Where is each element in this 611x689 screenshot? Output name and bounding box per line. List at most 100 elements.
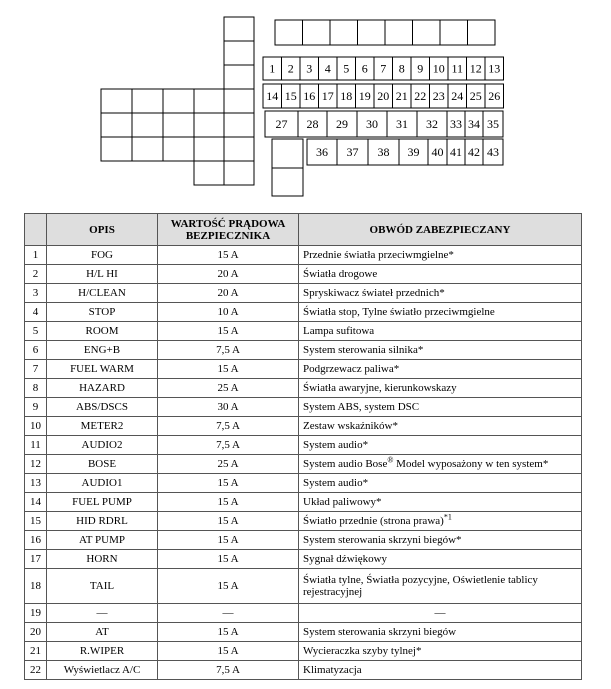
- header-cell: OBWÓD ZABEZPIECZANY: [298, 213, 582, 246]
- table-cell: 3: [24, 283, 47, 303]
- fuse-number: 21: [396, 89, 408, 103]
- table-row: 17 HORN 15 A Sygnał dźwiękowy: [24, 549, 582, 569]
- table-cell: 10: [24, 416, 47, 436]
- table-cell: ENG+B: [46, 340, 158, 360]
- fuse-circuit: System ABS, system DSC: [303, 401, 420, 413]
- table-cell: 7,5 A: [157, 340, 299, 360]
- table-cell: 15 A: [157, 245, 299, 265]
- table-cell: Spryskiwacz świateł przednich*: [298, 283, 582, 303]
- table-cell: 15: [24, 511, 47, 531]
- table-cell: 20: [24, 622, 47, 642]
- fuse-circuit: Klimatyzacja: [303, 664, 362, 676]
- table-cell: 5: [24, 321, 47, 341]
- fuse-rating: 7,5 A: [216, 439, 240, 451]
- fuse-name: HID RDRL: [76, 515, 128, 527]
- fuse-number: 24: [451, 89, 463, 103]
- table-cell: 13: [24, 473, 47, 493]
- header-text: OPIS: [89, 223, 115, 236]
- fuse-number: 6: [362, 61, 368, 75]
- fuse-number: 1: [269, 61, 275, 75]
- table-cell: H/CLEAN: [46, 283, 158, 303]
- fuse-no: 7: [32, 363, 39, 375]
- fuse-number: 15: [285, 89, 297, 103]
- table-row: 9 ABS/DSCS 30 A System ABS, system DSC: [24, 397, 582, 417]
- fuse-slot: [482, 138, 504, 166]
- table-cell: 7: [24, 359, 47, 379]
- fuse-slot: [336, 138, 369, 166]
- fuse-rating: 15 A: [217, 249, 239, 261]
- table-cell: System audio Bose® Model wyposażony w te…: [298, 454, 582, 474]
- fuse-rating: 15 A: [217, 477, 239, 489]
- fuse-name: FOG: [90, 249, 113, 261]
- fuse-name: AT: [95, 626, 109, 638]
- table-cell: Układ paliwowy*: [298, 492, 582, 512]
- fuse-number: 4: [325, 61, 331, 75]
- table-cell: AT: [46, 622, 158, 642]
- fuse-slot: [416, 110, 448, 138]
- fuse-circuit: System sterowania skrzyni biegów*: [303, 534, 462, 546]
- fuse-number: 3: [306, 61, 312, 75]
- fuse-no: 10: [30, 420, 41, 432]
- fuse-number: 27: [276, 117, 288, 131]
- table-row: 7 FUEL WARM 15 A Podgrzewacz paliwa*: [24, 359, 582, 379]
- fuse-no: 5: [32, 325, 39, 337]
- fuse-circuit-part: *1: [443, 512, 452, 522]
- fuse-no: 6: [32, 344, 39, 356]
- fuse-circuit: Sygnał dźwiękowy: [303, 553, 388, 565]
- table-cell: Wyświetlacz A/C: [46, 660, 158, 680]
- fuse-name: ROOM: [85, 325, 119, 337]
- fuse-name: AUDIO1: [81, 477, 123, 489]
- table-row: 18 TAIL 15 A Światła tylne, Światła pozycyj…: [24, 568, 582, 604]
- table-row: 4 STOP 10 A Światła stop, Tylne światło prz…: [24, 302, 582, 322]
- table-cell: 14: [24, 492, 47, 512]
- table-cell: 20 A: [157, 283, 299, 303]
- fuse-no: 3: [32, 287, 39, 299]
- table-cell: 25 A: [157, 454, 299, 474]
- table-cell: Podgrzewacz paliwa*: [298, 359, 582, 379]
- fuse-number: 18: [340, 89, 352, 103]
- fuse-circuit: Zestaw wskaźników*: [303, 420, 399, 432]
- table-cell: 12: [24, 454, 47, 474]
- table-cell: 1: [24, 245, 47, 265]
- fuse-rating: 15 A: [217, 325, 239, 337]
- fuse-rating: 7,5 A: [216, 664, 240, 676]
- fuse-number: 36: [316, 145, 328, 159]
- fuse-number: 41: [450, 145, 462, 159]
- fuse-no: 15: [30, 515, 41, 527]
- fuse-number: 43: [487, 145, 499, 159]
- fuse-circuit-part: Światło przednie (strona prawa): [303, 515, 444, 527]
- fuse-circuit: System sterowania skrzyni biegów: [303, 626, 457, 638]
- fuse-circuit: —: [434, 607, 446, 619]
- fuse-rating: 15 A: [217, 515, 239, 527]
- fuse-no: 2: [32, 268, 39, 280]
- fuse-number: 42: [468, 145, 480, 159]
- table-cell: 19: [24, 603, 47, 623]
- table-cell: 15 A: [157, 492, 299, 512]
- fuse-number: 34: [468, 117, 480, 131]
- fuse-name: ENG+B: [83, 344, 121, 356]
- fuse-name: METER2: [80, 420, 124, 432]
- table-row: 21 R.WIPER 15 A Wycieraczka szyby tylnej*: [24, 641, 582, 661]
- table-row: 20 AT 15 A System sterowania skrzyni biegów: [24, 622, 582, 642]
- fuse-rating: 20 A: [217, 287, 239, 299]
- fuse-rating: 20 A: [217, 268, 239, 280]
- fuse-number: 20: [377, 89, 389, 103]
- table-row: 5 ROOM 15 A Lampa sufitowa: [24, 321, 582, 341]
- fuse-number: 17: [322, 89, 334, 103]
- fuse-number: 30: [366, 117, 378, 131]
- fuse-number: 29: [336, 117, 348, 131]
- fuse-circuit: Przednie światła przeciwmgielne*: [303, 249, 454, 261]
- fuse-rating: —: [222, 607, 234, 619]
- fuse-slot: [297, 110, 328, 138]
- fuse-number: 8: [399, 61, 405, 75]
- fuse-rating: 15 A: [217, 645, 239, 657]
- table-cell: —: [298, 603, 582, 623]
- fuse-name: BOSE: [87, 458, 117, 470]
- header-text: OBWÓD ZABEZPIECZANY: [369, 223, 511, 236]
- fuse-number: 7: [380, 61, 386, 75]
- table-row: 8 HAZARD 25 A Światła awaryjne, kierunkowsk…: [24, 378, 582, 398]
- fuse-name: H/L HI: [86, 268, 118, 280]
- fuse-rating: 10 A: [217, 306, 239, 318]
- fuse-number: 22: [414, 89, 426, 103]
- table-row: 6 ENG+B 7,5 A System sterowania silnika*: [24, 340, 582, 360]
